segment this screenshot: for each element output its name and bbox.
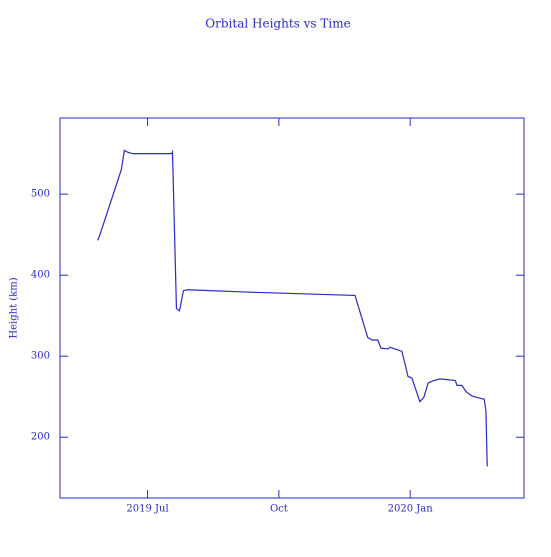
x-tick-label: Oct <box>270 504 288 515</box>
y-axis-label: Height (km) <box>9 277 20 338</box>
x-tick-label: 2019 Jul <box>126 504 168 515</box>
y-tick-label: 300 <box>31 351 50 362</box>
y-tick-label: 500 <box>31 189 50 200</box>
y-tick-label: 400 <box>31 270 50 281</box>
x-tick-label: 2020 Jan <box>388 504 434 515</box>
chart-title: Orbital Heights vs Time <box>205 17 350 31</box>
data-line <box>97 149 488 467</box>
y-tick-label: 200 <box>31 432 50 443</box>
plot-frame <box>59 117 525 499</box>
